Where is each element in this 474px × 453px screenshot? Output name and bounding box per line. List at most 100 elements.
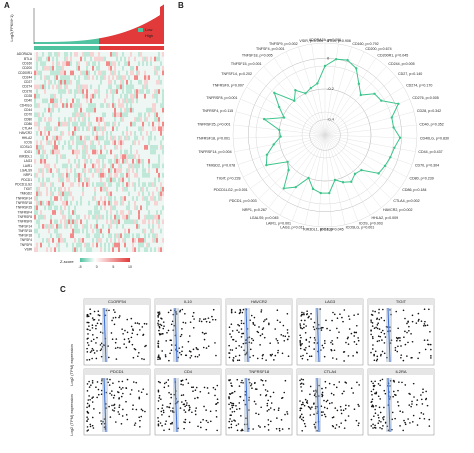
heatmap-cell [98, 89, 100, 94]
scatter-dot [370, 321, 372, 323]
scatter-dot [418, 351, 421, 354]
scatter-dot [135, 381, 138, 384]
heatmap-cell [78, 79, 80, 85]
expression-bar [111, 35, 112, 44]
scatter-dot [352, 392, 354, 394]
heatmap-cell [134, 135, 136, 141]
scatter-dot [401, 411, 404, 413]
heatmap-cell [118, 238, 120, 243]
scatter-dot [170, 349, 173, 352]
scatter-dot [100, 423, 103, 425]
scatter-dot [122, 333, 124, 335]
radar-label: CD274, p=0.170 [406, 83, 432, 87]
radar-label: CD200, p=0.674 [365, 47, 391, 51]
heatmap-cell [82, 191, 84, 197]
heatmap-cell [38, 117, 40, 122]
heatmap-cell [120, 177, 122, 183]
heatmap-cell [126, 89, 128, 94]
heatmap-cell [150, 149, 152, 155]
heatmap-cell [152, 191, 154, 197]
heatmap-cell [44, 214, 46, 220]
heatmap-cell [66, 75, 68, 80]
heatmap-cell [76, 65, 78, 71]
heatmap-cell [76, 61, 78, 66]
scatter-dot [183, 421, 185, 423]
heatmap-cell [58, 177, 60, 183]
heatmap-cell [114, 52, 116, 57]
heatmap-cell [148, 168, 150, 173]
scatter-dot [314, 421, 317, 424]
heatmap-cell [142, 191, 144, 197]
heatmap-cell [64, 61, 66, 66]
scatter-dot [171, 421, 173, 424]
heatmap-cell [108, 247, 110, 252]
scatter-dot [281, 428, 284, 430]
heatmap-cell [150, 228, 152, 234]
heatmap-cell [70, 182, 72, 187]
scatter-dot [131, 408, 134, 410]
expression-bar [68, 41, 69, 44]
scatter-dot [158, 311, 161, 313]
heatmap-cell [78, 177, 80, 183]
expression-bar [117, 34, 118, 44]
heatmap-cell [56, 56, 58, 62]
scatter-dot [134, 422, 137, 424]
scatter-dot [158, 329, 160, 332]
scatter-dot [240, 319, 243, 322]
scatter-dot [253, 400, 256, 403]
scatter-dot [352, 355, 354, 357]
scatter-dot [180, 380, 183, 382]
expression-bar [79, 40, 80, 44]
radar-spoke [324, 75, 396, 136]
expression-bar [143, 24, 144, 44]
scatter-dot [181, 401, 183, 403]
heatmap-cell [108, 158, 110, 164]
expression-bar [40, 41, 41, 44]
scatter-dot [207, 317, 210, 319]
heatmap-cell [40, 117, 42, 122]
gene-label: TNFRSF9 [18, 220, 33, 224]
heatmap-cell [50, 117, 52, 122]
scatter-dot [137, 390, 140, 392]
heatmap-cell [52, 84, 54, 90]
heatmap-cell [102, 200, 104, 206]
scatter-dot [284, 379, 287, 382]
heatmap-cell [140, 131, 142, 136]
heatmap-cell [78, 61, 80, 66]
heatmap-cell [76, 103, 78, 108]
scatter-dot [373, 384, 376, 387]
heatmap-cell [112, 242, 114, 248]
scatter-dot [330, 392, 333, 395]
scatter-dot [229, 401, 232, 404]
radar-label: LAG3, p=0.011 [280, 226, 304, 230]
scatter-dot [135, 408, 138, 411]
radar-label: HAVCR2, p=0.002 [383, 208, 412, 212]
scatter-dot [86, 390, 89, 392]
heatmap-cell [94, 196, 96, 201]
scatter-dot [122, 392, 124, 395]
heatmap-cell [42, 61, 44, 66]
scatter-dot [283, 391, 286, 394]
heatmap-cell [86, 98, 88, 104]
heatmap-cell [158, 247, 160, 252]
scatter-dot [384, 421, 387, 424]
heatmap-cell [88, 75, 90, 80]
scatter-dot [189, 321, 192, 323]
scatter-dot [188, 335, 191, 337]
heatmap-cell [52, 98, 54, 104]
gene-label: TNFSF4 [20, 238, 32, 242]
heatmap-cell [86, 158, 88, 164]
scatter-dot [315, 391, 318, 393]
heatmap-cell [104, 205, 106, 211]
colorbar-tick-label: -5 [78, 265, 81, 269]
expression-bar [66, 41, 67, 44]
scatter-dot [323, 406, 326, 409]
heatmap-cell [36, 228, 38, 234]
scatter-dot [195, 407, 197, 409]
scatter-dot [282, 335, 285, 337]
scatter-dot [299, 326, 302, 329]
expression-bar [69, 41, 70, 44]
heatmap-cell [38, 84, 40, 90]
heatmap-cell [142, 135, 144, 141]
heatmap-cell [102, 182, 104, 187]
